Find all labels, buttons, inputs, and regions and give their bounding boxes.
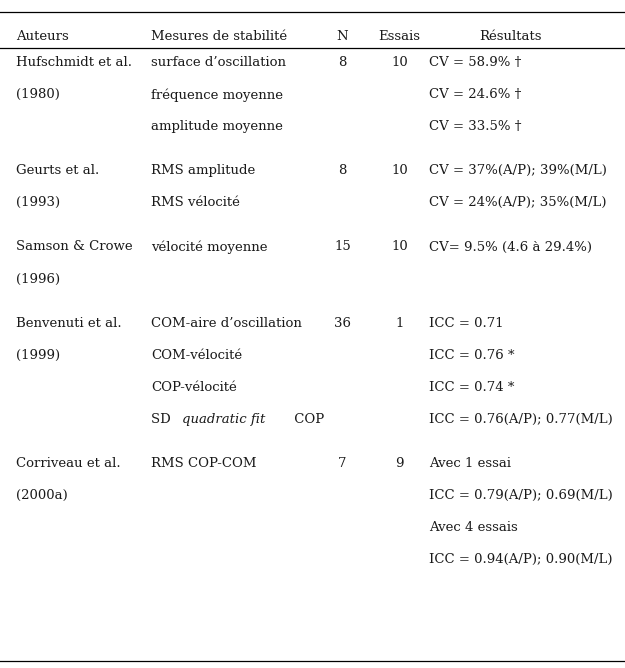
- Text: 10: 10: [391, 56, 408, 69]
- Text: ICC = 0.76(A/P); 0.77(M/L): ICC = 0.76(A/P); 0.77(M/L): [429, 413, 612, 426]
- Text: CV = 33.5% †: CV = 33.5% †: [429, 120, 521, 133]
- Text: Résultats: Résultats: [479, 30, 541, 43]
- Text: Mesures de stabilité: Mesures de stabilité: [151, 30, 288, 43]
- Text: COM-vélocité: COM-vélocité: [151, 349, 242, 361]
- Text: Corriveau et al.: Corriveau et al.: [16, 457, 120, 470]
- Text: 10: 10: [391, 164, 408, 177]
- Text: RMS vélocité: RMS vélocité: [151, 196, 240, 209]
- Text: (1999): (1999): [16, 349, 60, 361]
- Text: Avec 1 essai: Avec 1 essai: [429, 457, 511, 470]
- Text: 15: 15: [334, 240, 351, 253]
- Text: Samson & Crowe: Samson & Crowe: [16, 240, 132, 253]
- Text: amplitude moyenne: amplitude moyenne: [151, 120, 283, 133]
- Text: ICC = 0.74 *: ICC = 0.74 *: [429, 381, 514, 393]
- Text: Auteurs: Auteurs: [16, 30, 68, 43]
- Text: Essais: Essais: [378, 30, 421, 43]
- Text: 7: 7: [338, 457, 347, 470]
- Text: (1993): (1993): [16, 196, 60, 209]
- Text: N: N: [337, 30, 348, 43]
- Text: COM-aire d’oscillation: COM-aire d’oscillation: [151, 317, 302, 329]
- Text: COP: COP: [290, 413, 324, 426]
- Text: ICC = 0.79(A/P); 0.69(M/L): ICC = 0.79(A/P); 0.69(M/L): [429, 489, 612, 502]
- Text: 36: 36: [334, 317, 351, 329]
- Text: CV = 58.9% †: CV = 58.9% †: [429, 56, 521, 69]
- Text: vélocité moyenne: vélocité moyenne: [151, 240, 268, 254]
- Text: 9: 9: [395, 457, 404, 470]
- Text: (1980): (1980): [16, 88, 59, 101]
- Text: ICC = 0.94(A/P); 0.90(M/L): ICC = 0.94(A/P); 0.90(M/L): [429, 553, 612, 566]
- Text: Benvenuti et al.: Benvenuti et al.: [16, 317, 121, 329]
- Text: COP-vélocité: COP-vélocité: [151, 381, 237, 393]
- Text: CV = 24.6% †: CV = 24.6% †: [429, 88, 521, 101]
- Text: ICC = 0.76 *: ICC = 0.76 *: [429, 349, 514, 361]
- Text: RMS COP-COM: RMS COP-COM: [151, 457, 257, 470]
- Text: SD: SD: [151, 413, 175, 426]
- Text: 10: 10: [391, 240, 408, 253]
- Text: CV = 37%(A/P); 39%(M/L): CV = 37%(A/P); 39%(M/L): [429, 164, 607, 177]
- Text: Hufschmidt et al.: Hufschmidt et al.: [16, 56, 132, 69]
- Text: Avec 4 essais: Avec 4 essais: [429, 521, 518, 534]
- Text: 8: 8: [338, 56, 347, 69]
- Text: (2000a): (2000a): [16, 489, 68, 502]
- Text: Geurts et al.: Geurts et al.: [16, 164, 99, 177]
- Text: CV= 9.5% (4.6 à 29.4%): CV= 9.5% (4.6 à 29.4%): [429, 240, 592, 253]
- Text: 8: 8: [338, 164, 347, 177]
- Text: fréquence moyenne: fréquence moyenne: [151, 88, 283, 102]
- Text: 1: 1: [395, 317, 404, 329]
- Text: RMS amplitude: RMS amplitude: [151, 164, 256, 177]
- Text: CV = 24%(A/P); 35%(M/L): CV = 24%(A/P); 35%(M/L): [429, 196, 606, 209]
- Text: ICC = 0.71: ICC = 0.71: [429, 317, 503, 329]
- Text: quadratic fit: quadratic fit: [182, 413, 266, 426]
- Text: (1996): (1996): [16, 273, 60, 285]
- Text: surface d’oscillation: surface d’oscillation: [151, 56, 286, 69]
